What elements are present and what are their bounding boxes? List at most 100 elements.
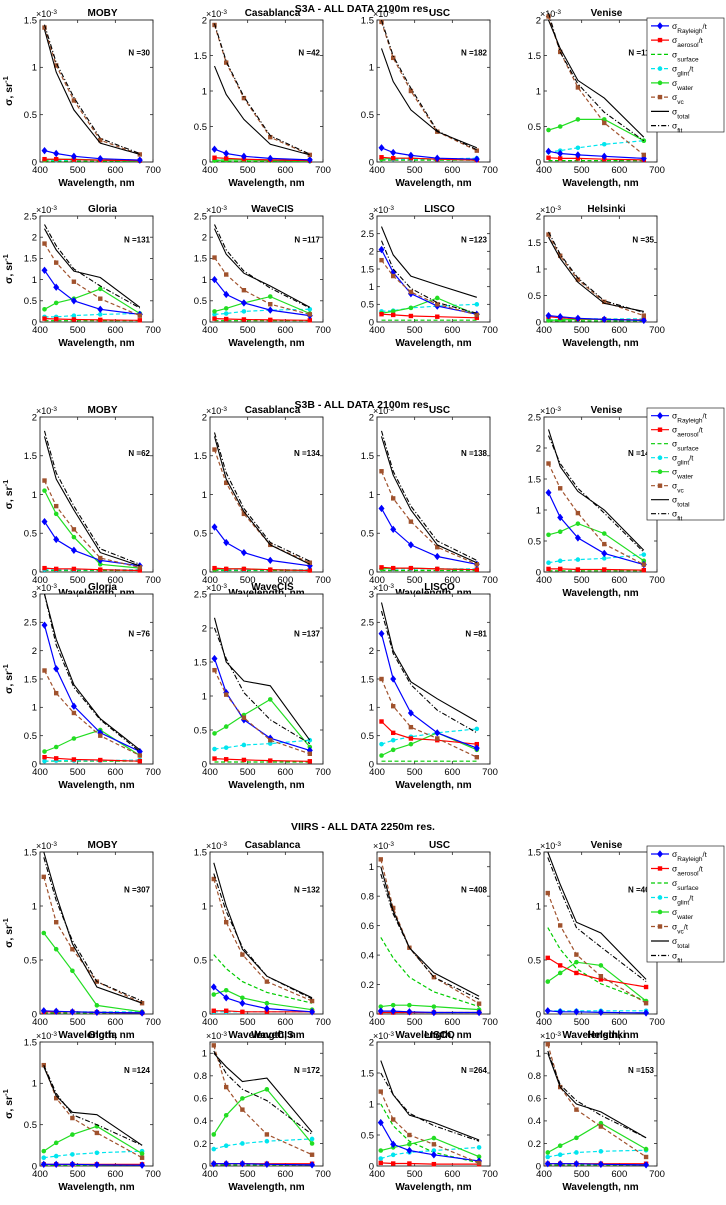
y-tick-label: 0 xyxy=(32,567,37,578)
y-tick-label: 0.5 xyxy=(194,955,207,966)
x-tick-label: 500 xyxy=(574,575,590,586)
plot-area xyxy=(376,19,491,163)
x-tick-label: 600 xyxy=(444,325,460,336)
data-point-rayleigh xyxy=(40,1160,47,1169)
series-line-fit xyxy=(214,224,311,309)
series-line-fit xyxy=(213,873,313,1000)
data-point-vc xyxy=(643,1001,649,1006)
series-line-total xyxy=(213,1052,313,1133)
sample-count-label: N =307 xyxy=(124,886,151,895)
sample-count-label: N =124 xyxy=(124,1066,151,1075)
y-tick-label: 1.5 xyxy=(528,474,541,485)
x-tick-label: 500 xyxy=(70,1169,86,1180)
data-point-vc xyxy=(70,947,75,952)
data-point-vc xyxy=(598,974,604,979)
legend-marker-water xyxy=(657,909,663,915)
x-axis-label: Wavelength, nm xyxy=(228,588,304,599)
data-point-aerosol xyxy=(390,1161,396,1166)
data-point-aerosol xyxy=(379,719,384,724)
y-axis-label: σ, sr-1 xyxy=(1,480,16,510)
series-line-vc xyxy=(547,16,645,156)
legend-marker-vc xyxy=(657,924,663,929)
data-point-water xyxy=(431,1135,437,1141)
data-point-rayleigh xyxy=(377,1118,384,1127)
x-axis-label: Wavelength, nm xyxy=(58,1030,134,1041)
chart-panel: 400 500 600 700 0 0.2 0.4 0.6 0.8 1 ×10-3 USC N =408… xyxy=(361,840,498,1041)
x-axis-label: Wavelength, nm xyxy=(228,1030,304,1041)
data-point-rayleigh xyxy=(41,266,48,274)
data-point-vc xyxy=(241,288,247,293)
data-point-aerosol xyxy=(223,566,229,572)
y-tick-label: 2 xyxy=(369,1037,374,1048)
data-point-water xyxy=(598,1120,604,1126)
legend-label-water: σwater xyxy=(672,467,694,481)
panel-title: LISCO xyxy=(424,1030,455,1041)
data-point-rayleigh xyxy=(223,994,230,1002)
y-tick-label: 1 xyxy=(202,691,207,702)
section-titles: S3A - ALL DATA 2100m res. S3B - ALL DATA … xyxy=(291,3,435,833)
data-point-vc xyxy=(53,690,59,696)
legend-label-rayleigh: σRayleigh/t xyxy=(672,411,708,425)
legend-marker-aerosol xyxy=(657,866,663,871)
sample-count-label: N =116 xyxy=(628,49,654,58)
data-point-aerosol xyxy=(379,155,384,160)
y-tick-label: 3 xyxy=(369,211,374,222)
data-point-water xyxy=(431,1004,437,1009)
data-point-water xyxy=(264,1087,270,1092)
data-point-aerosol xyxy=(379,565,384,570)
data-point-glint xyxy=(574,1150,579,1155)
y-tick-label: 0.5 xyxy=(528,955,541,966)
data-point-rayleigh xyxy=(378,245,385,254)
data-point-aerosol xyxy=(137,568,143,573)
data-point-vc xyxy=(476,1160,482,1166)
chart-panel: 400 500 600 700 0 0.5 1 1.5 2×10-3 Venise N =116 Wa… xyxy=(528,8,665,189)
series-line-surface xyxy=(213,954,313,1004)
sample-count-label: N =172 xyxy=(294,1066,321,1075)
axis-exponent-label: ×10-3 xyxy=(373,205,394,216)
data-point-rayleigh xyxy=(473,744,480,752)
y-tick-label: 1 xyxy=(202,86,207,97)
data-point-aerosol xyxy=(42,316,47,321)
x-tick-label: 700 xyxy=(145,767,161,778)
chart-panel: 400 500 600 700 0 0.5 1 1.5 2 2.5×10-3 Venise N =14… xyxy=(528,405,665,599)
x-tick-label: 700 xyxy=(145,165,161,176)
data-point-vc xyxy=(435,736,440,741)
data-point-aerosol xyxy=(307,568,313,573)
data-point-rayleigh xyxy=(93,1161,100,1169)
y-tick-label: 2 xyxy=(32,646,37,657)
data-point-vc xyxy=(575,277,581,282)
x-tick-label: 700 xyxy=(482,325,498,336)
y-tick-label: 2.5 xyxy=(361,618,374,629)
plot-area xyxy=(39,593,154,765)
data-point-rayleigh xyxy=(70,546,77,554)
data-point-rayleigh xyxy=(378,629,385,638)
legend-marker-rayleigh xyxy=(657,412,663,420)
x-tick-label: 700 xyxy=(145,1169,161,1180)
data-point-rayleigh xyxy=(309,1008,316,1016)
data-point-water xyxy=(211,1132,217,1137)
sample-count-label: N =182 xyxy=(461,49,488,58)
series-line-vc xyxy=(213,669,310,755)
data-point-vc xyxy=(643,1154,649,1160)
plot-area xyxy=(376,851,491,1015)
y-tick-label: 1.5 xyxy=(528,847,541,858)
data-point-vc xyxy=(307,152,313,158)
y-tick-label: 0.4 xyxy=(528,1116,541,1127)
data-point-aerosol xyxy=(435,566,440,572)
axis-exponent-label: ×10-3 xyxy=(373,406,394,417)
y-tick-label: 0.5 xyxy=(24,1120,37,1131)
x-tick-label: 400 xyxy=(202,325,218,336)
data-point-vc xyxy=(53,920,59,925)
axis-exponent-label: ×10-3 xyxy=(206,406,227,417)
panel-title: Casablanca xyxy=(245,405,301,416)
y-tick-label: 2 xyxy=(536,15,541,26)
y-tick-label: 1.5 xyxy=(361,451,374,462)
chart-panel: 400 500 600 700 0 0.5 1 1.5 2 2.5 3×10-3 LISCO N =12… xyxy=(361,204,498,349)
sample-count-label: N =138 xyxy=(461,449,488,458)
x-tick-label: 600 xyxy=(611,165,627,176)
data-point-rayleigh xyxy=(210,983,217,991)
data-point-water xyxy=(390,747,396,753)
legend-label-fit: σfit xyxy=(672,509,683,523)
series-line-fit xyxy=(43,1064,143,1146)
data-point-water xyxy=(97,561,103,567)
